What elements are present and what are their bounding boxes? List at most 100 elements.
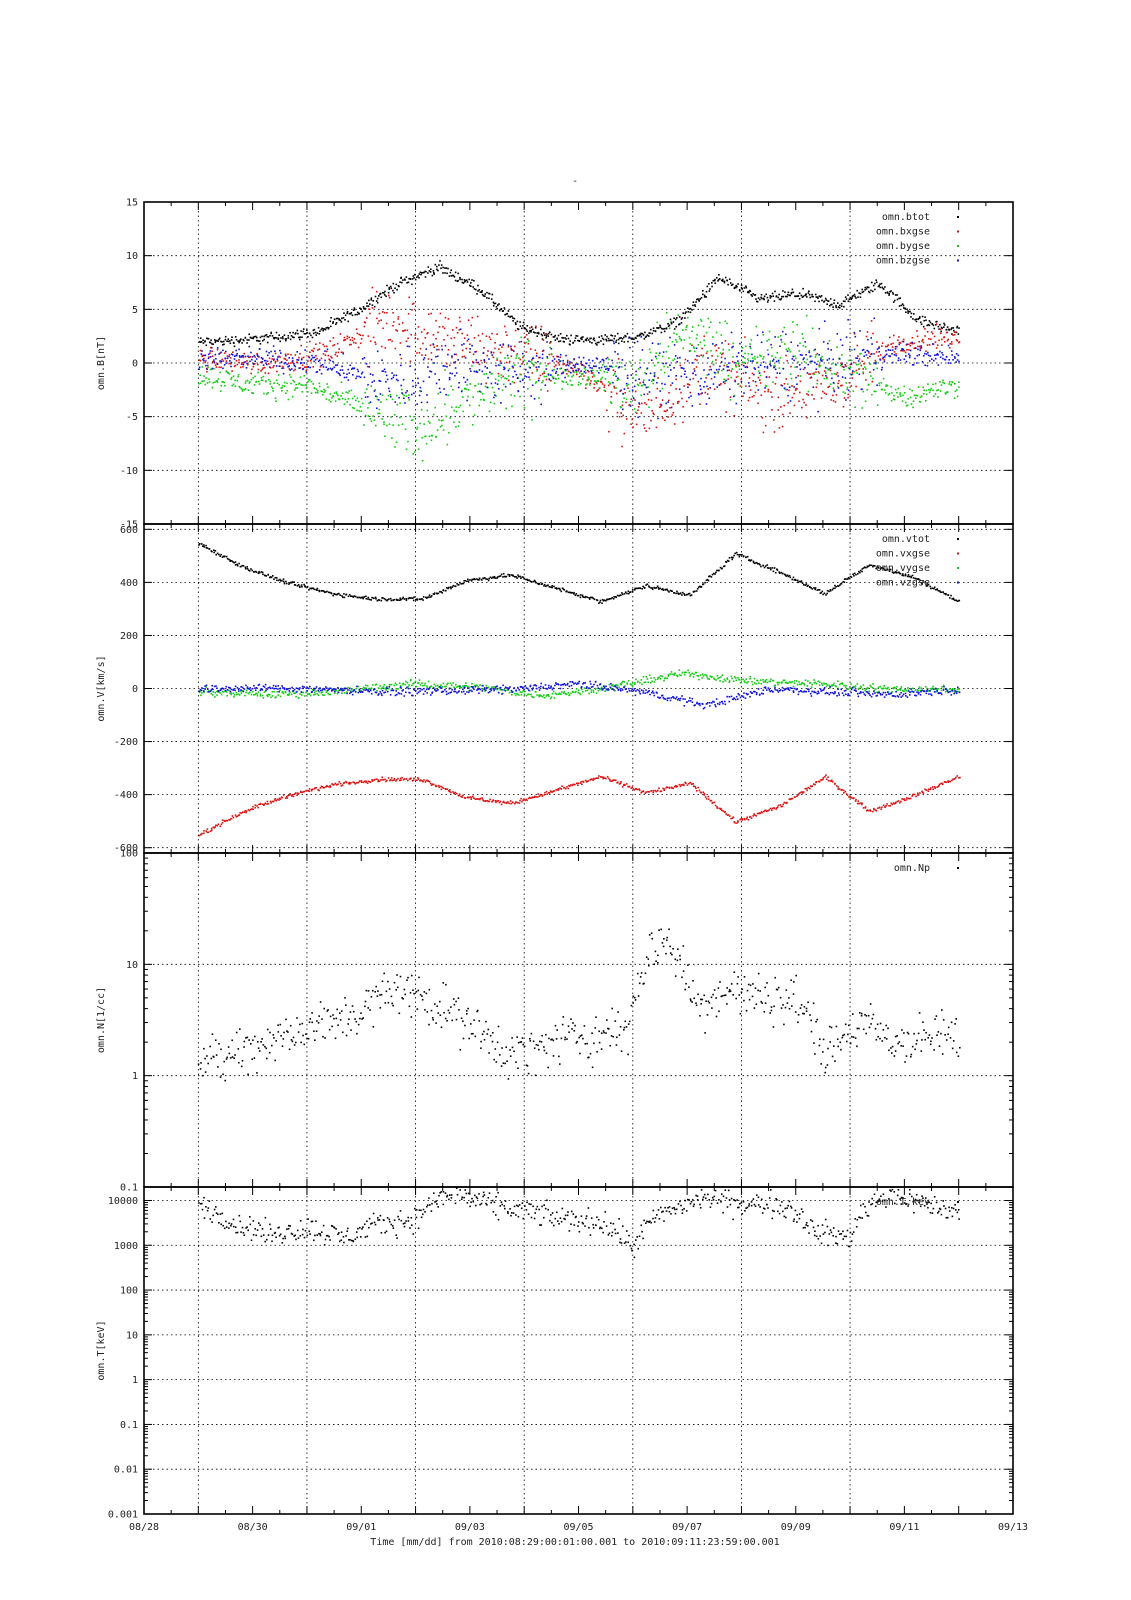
data-point [921,583,923,585]
data-point [515,323,517,326]
data-point [745,385,747,387]
data-point [791,578,793,581]
data-point [216,363,219,365]
data-point [817,410,819,413]
data-point [435,338,437,340]
data-point [327,327,330,329]
data-point [726,559,729,562]
data-point [847,319,849,321]
data-point [599,601,601,604]
data-point [553,382,556,384]
data-point [290,353,292,356]
data-point [640,336,643,338]
data-point [754,381,757,383]
data-point [557,587,560,590]
data-point [926,583,928,585]
data-point [828,590,830,593]
data-point [577,782,580,785]
data-point [530,331,532,333]
data-point [789,373,792,375]
y-tick-label: -200 [114,737,138,748]
data-point [365,597,368,600]
data-point [681,367,684,369]
data-point [326,785,329,788]
data-point [818,372,821,375]
data-point [618,415,621,418]
data-point [660,588,663,591]
data-point [955,331,958,334]
data-point [396,288,398,291]
data-point [890,802,893,805]
data-point [408,394,410,396]
data-point [292,331,294,334]
data-point [247,808,250,811]
data-point [738,368,741,371]
data-point [444,344,447,347]
data-point [916,578,919,580]
data-point [551,369,554,372]
data-point [392,312,394,314]
data-point [646,583,649,585]
data-point [799,342,801,344]
data-point [328,786,330,788]
data-point [872,368,875,371]
data-point [660,790,663,792]
data-point [570,784,572,786]
data-point [352,781,355,783]
data-point [293,793,296,795]
data-point [791,385,793,387]
data-point [627,383,630,386]
data-point [919,316,921,318]
data-point [383,368,386,371]
data-point [522,378,524,380]
data-point [544,791,546,794]
data-point [862,290,865,293]
data-point [211,343,213,345]
data-point [724,810,726,813]
data-point [313,787,316,790]
data-point [408,597,411,599]
data-point [583,375,585,377]
data-point [289,338,292,341]
data-point [443,388,445,390]
data-point [417,778,420,780]
data-point [438,387,441,390]
data-point [204,354,207,357]
data-point [265,334,268,336]
data-point [922,341,925,344]
data-point [707,795,709,798]
data-point [413,392,415,394]
data-point [651,587,653,589]
data-point [376,317,378,320]
data-point [213,361,216,363]
data-point [262,573,264,576]
data-point [282,580,285,583]
data-point [475,350,478,353]
data-point [215,824,217,827]
data-point [525,341,527,344]
data-point [276,579,278,582]
data-point [307,366,310,368]
data-point [572,369,574,372]
data-point [447,353,449,356]
data-point [768,338,770,341]
data-point [416,426,419,429]
data-point [818,589,821,591]
data-point [757,389,760,391]
data-point [947,344,950,347]
data-point [717,347,720,349]
data-point [296,351,298,353]
data-point [237,340,239,342]
data-point [557,355,559,358]
data-point [430,782,432,785]
data-point [477,334,480,337]
data-point [514,322,517,324]
data-point [274,397,277,399]
data-point [319,365,322,368]
legend-label: omn.bzgse [876,256,930,267]
data-point [924,788,926,791]
data-point [740,386,743,388]
data-point [550,791,553,793]
data-point [845,578,847,580]
